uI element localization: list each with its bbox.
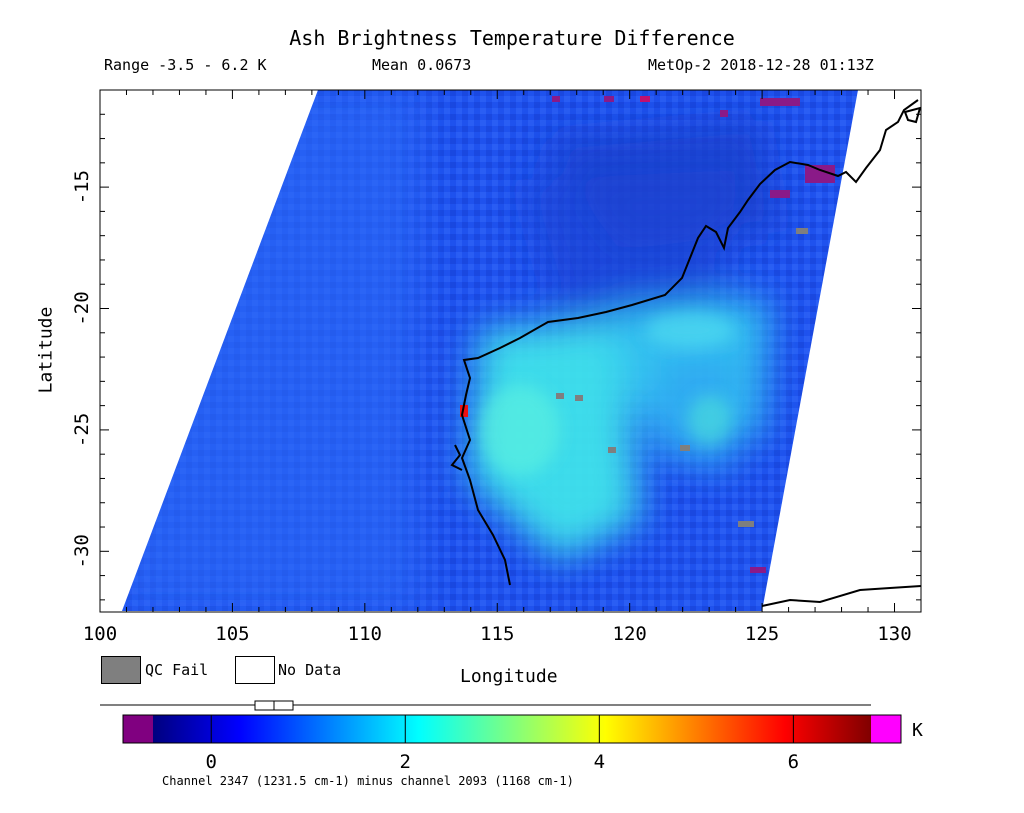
colorbar-over bbox=[871, 715, 901, 743]
x-tick-label: 130 bbox=[877, 623, 911, 645]
no-data-label: No Data bbox=[278, 661, 342, 679]
x-tick-label: 100 bbox=[83, 623, 117, 645]
colorbar bbox=[153, 715, 871, 743]
y-tick-label: -30 bbox=[71, 534, 93, 568]
channel-caption: Channel 2347 (1231.5 cm-1) minus channel… bbox=[162, 774, 574, 788]
y-tick-label: -25 bbox=[71, 413, 93, 447]
colorbar-under bbox=[123, 715, 153, 743]
x-tick-label: 110 bbox=[348, 623, 382, 645]
colorbar-unit: K bbox=[912, 720, 923, 741]
x-tick-label: 120 bbox=[613, 623, 647, 645]
y-axis-label: Latitude bbox=[35, 306, 57, 394]
colorbar-tick-label: 2 bbox=[400, 751, 411, 773]
x-tick-label: 115 bbox=[480, 623, 514, 645]
y-tick-label: -20 bbox=[71, 291, 93, 325]
colorbar-tick-label: 0 bbox=[205, 751, 216, 773]
colorbar-ticks: 0 2 4 6 bbox=[205, 715, 799, 773]
y-tick-label: -15 bbox=[71, 170, 93, 204]
qc-fail-label: QC Fail bbox=[145, 661, 209, 679]
x-tick-label: 105 bbox=[215, 623, 249, 645]
plot-frame bbox=[99, 89, 922, 613]
axis-ticks bbox=[99, 89, 922, 612]
swath-data bbox=[122, 90, 858, 611]
tick-labels: 100 105 110 115 120 125 130 -15 -20 -25 -30 bbox=[71, 170, 912, 645]
satellite-time-text: MetOp-2 2018-12-28 01:13Z bbox=[648, 56, 874, 74]
no-data-swatch bbox=[235, 656, 275, 684]
x-tick-label: 125 bbox=[745, 623, 779, 645]
colorbar-tick-label: 6 bbox=[788, 751, 799, 773]
qc-fail-swatch bbox=[101, 656, 141, 684]
coastline bbox=[450, 99, 922, 607]
map-title: Ash Brightness Temperature Difference bbox=[289, 26, 735, 50]
range-text: Range -3.5 - 6.2 K bbox=[104, 56, 267, 74]
x-axis-label: Longitude bbox=[460, 666, 558, 687]
colorbar-tick-label: 4 bbox=[594, 751, 605, 773]
mean-text: Mean 0.0673 bbox=[372, 56, 472, 74]
